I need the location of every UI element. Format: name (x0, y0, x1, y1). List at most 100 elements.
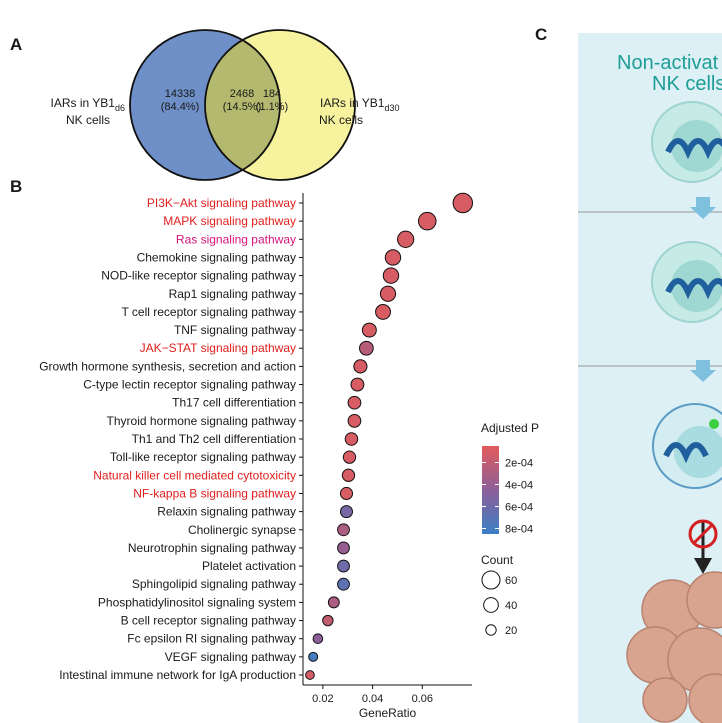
dot (417, 211, 437, 231)
y-tick-label: Growth hormone synthesis, secretion and … (39, 359, 296, 373)
venn-count: 184 (263, 88, 281, 100)
size-legend-title: Count (481, 553, 514, 567)
dot (337, 523, 350, 537)
dot (322, 614, 334, 627)
venn-overlap (205, 30, 280, 180)
y-tick-label: VEGF signaling pathway (165, 650, 296, 664)
inhibition-sign (692, 523, 714, 545)
colorbar-label: 4e-04 (505, 480, 533, 492)
panel-label: C (535, 25, 547, 44)
dot (327, 596, 340, 609)
diagram-title: Non-activat (617, 52, 719, 74)
dot (337, 559, 350, 573)
dot (350, 377, 365, 392)
dot (379, 285, 397, 302)
y-tick-label: TNF signaling pathway (174, 323, 296, 337)
x-tick-label: 0.02 (312, 693, 333, 705)
y-tick-label: Phosphatidylinositol signaling system (98, 595, 296, 609)
dot (308, 651, 319, 662)
inhibition-sign (688, 519, 718, 549)
dot (384, 249, 402, 266)
dot (344, 432, 359, 446)
colorbar-label: 6e-04 (505, 502, 533, 514)
venn-percent: (1.1%) (256, 101, 288, 113)
dot (339, 505, 354, 519)
x-tick-label: 0.06 (412, 693, 433, 705)
set-label-name: IARs in YB1 (51, 96, 116, 110)
size-legend-label: 40 (505, 600, 517, 612)
y-tick-label: Neurotrophin signaling pathway (128, 541, 296, 555)
y-tick-label: Th17 cell differentiation (172, 396, 296, 410)
panel-label: A (10, 35, 22, 54)
dot (347, 395, 362, 410)
size-legend-label: 20 (505, 625, 517, 637)
dot (361, 322, 377, 338)
y-tick-label: Relaxin signaling pathway (157, 505, 296, 519)
y-tick-label: Rap1 signaling pathway (169, 287, 296, 301)
dot (375, 303, 391, 320)
y-tick-label: Fc epsilon RI signaling pathway (127, 632, 296, 646)
venn-outline (129, 29, 281, 181)
venn-count: 2468 (230, 88, 254, 100)
cell (651, 101, 722, 183)
size-legend-label: 60 (505, 575, 517, 587)
y-tick-label: Chemokine signaling pathway (137, 250, 296, 264)
dot (305, 670, 315, 680)
set-label-line2: NK cells (319, 113, 363, 127)
y-tick-label: PI3K−Akt signaling pathway (147, 196, 296, 210)
dot (397, 230, 415, 248)
arrow (690, 197, 716, 219)
y-tick-label: Platelet activation (202, 559, 296, 573)
set-label-subscript: d30 (384, 103, 399, 113)
venn-outline (204, 29, 356, 181)
set-label-line2: NK cells (66, 113, 110, 127)
y-tick-label: Toll-like receptor signaling pathway (110, 450, 296, 464)
y-tick-label: T cell receptor signaling pathway (121, 305, 296, 319)
dot (359, 340, 374, 356)
dot (347, 413, 362, 428)
dot (337, 541, 350, 555)
y-tick-label: C-type lectin receptor signaling pathway (83, 378, 296, 392)
dot (312, 633, 324, 644)
dot (452, 192, 474, 214)
y-tick-label: MAPK signaling pathway (163, 214, 296, 228)
y-tick-label: Sphingolipid signaling pathway (132, 577, 296, 591)
tumor-cells (626, 571, 722, 723)
y-tick-label: Natural killer cell mediated cytotoxicit… (93, 468, 296, 482)
cell (652, 403, 722, 489)
x-tick-label: 0.04 (362, 693, 383, 705)
dot (382, 267, 400, 284)
size-legend-dot (483, 597, 499, 613)
y-tick-label: NOD-like receptor signaling pathway (101, 269, 296, 283)
colorbar (482, 446, 499, 534)
diagram: Non-activat NK cells (578, 33, 722, 723)
y-tick-label: B cell receptor signaling pathway (121, 614, 296, 628)
colorbar-label: 8e-04 (505, 524, 533, 536)
size-legend-dot (481, 570, 501, 590)
x-axis-label: GeneRatio (359, 706, 417, 720)
set-label-name: IARs in YB1 (320, 96, 385, 110)
cell (651, 241, 722, 323)
color-legend-title: Adjusted P (481, 421, 539, 435)
size-legend-dot (485, 624, 497, 636)
dot (339, 486, 354, 500)
dot (353, 359, 368, 374)
venn-percent: (14.5%) (223, 101, 262, 113)
dot (337, 577, 350, 591)
y-tick-label: JAK−STAT signaling pathway (140, 341, 296, 355)
y-tick-label: Intestinal immune network for IgA produc… (59, 668, 296, 682)
colorbar-label: 2e-04 (505, 458, 533, 470)
venn-percent: (84.4%) (161, 101, 200, 113)
y-tick-label: Thyroid hormone signaling pathway (107, 414, 296, 428)
diagram-title: NK cells (652, 73, 722, 95)
arrow (690, 360, 716, 382)
arrow (694, 558, 712, 574)
set-label: IARs in YB1d6 (51, 96, 126, 113)
dot (342, 450, 357, 464)
set-label-subscript: d6 (115, 103, 125, 113)
y-tick-label: Cholinergic synapse (188, 523, 296, 537)
panel-label: B (10, 177, 22, 196)
y-tick-label: Th1 and Th2 cell differentiation (132, 432, 296, 446)
venn-count: 14338 (165, 88, 196, 100)
